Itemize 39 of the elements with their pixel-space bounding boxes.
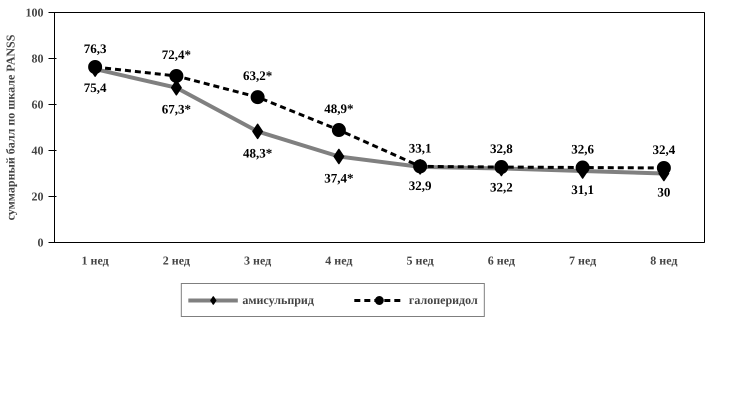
x-tick-label: 5 нед (406, 254, 434, 268)
legend-label: амисульприд (242, 292, 314, 308)
point (88, 60, 102, 74)
data-label: 32,4 (652, 142, 676, 157)
data-label: 48,3* (243, 145, 272, 160)
data-label: 32,6 (571, 142, 594, 157)
y-tick-label: 100 (26, 6, 44, 20)
y-tick-label: 0 (38, 236, 44, 250)
data-label: 32,8 (490, 141, 514, 156)
data-label: 32,2 (490, 179, 513, 194)
data-label: 32,9 (408, 178, 432, 193)
legend-label: галоперидол (408, 292, 478, 308)
data-label: 30 (657, 184, 670, 200)
y-tick-label: 40 (32, 144, 44, 158)
y-tick-label: 20 (32, 190, 44, 204)
y-tick-label: 80 (32, 52, 44, 66)
x-tick-label: 3 нед (244, 254, 272, 268)
data-label: 31,1 (571, 182, 594, 197)
x-tick-label: 7 нед (569, 254, 596, 268)
data-label: 76,3 (84, 41, 107, 56)
point (250, 90, 265, 104)
point (576, 160, 590, 175)
x-tick-label: 6 нед (488, 254, 515, 268)
data-label: 63,2* (243, 68, 272, 84)
point (332, 123, 346, 138)
point (656, 160, 671, 175)
data-label: 33,1 (408, 140, 432, 156)
x-tick-label: 2 нед (162, 254, 190, 268)
data-label: 72,4* (162, 46, 191, 62)
data-label: 48,9* (324, 101, 354, 116)
data-label: 67,3* (162, 102, 191, 117)
data-label: 75,4 (84, 80, 107, 96)
data-label: 37,4* (324, 170, 354, 186)
x-tick-label: 8 нед (650, 254, 678, 268)
x-tick-label: 1 нед (82, 254, 109, 268)
x-tick-label: 4 нед (325, 254, 352, 268)
y-axis-title: суммарный балл по шкале PANSS (4, 34, 18, 220)
y-tick-label: 60 (32, 98, 44, 112)
point (169, 68, 184, 83)
